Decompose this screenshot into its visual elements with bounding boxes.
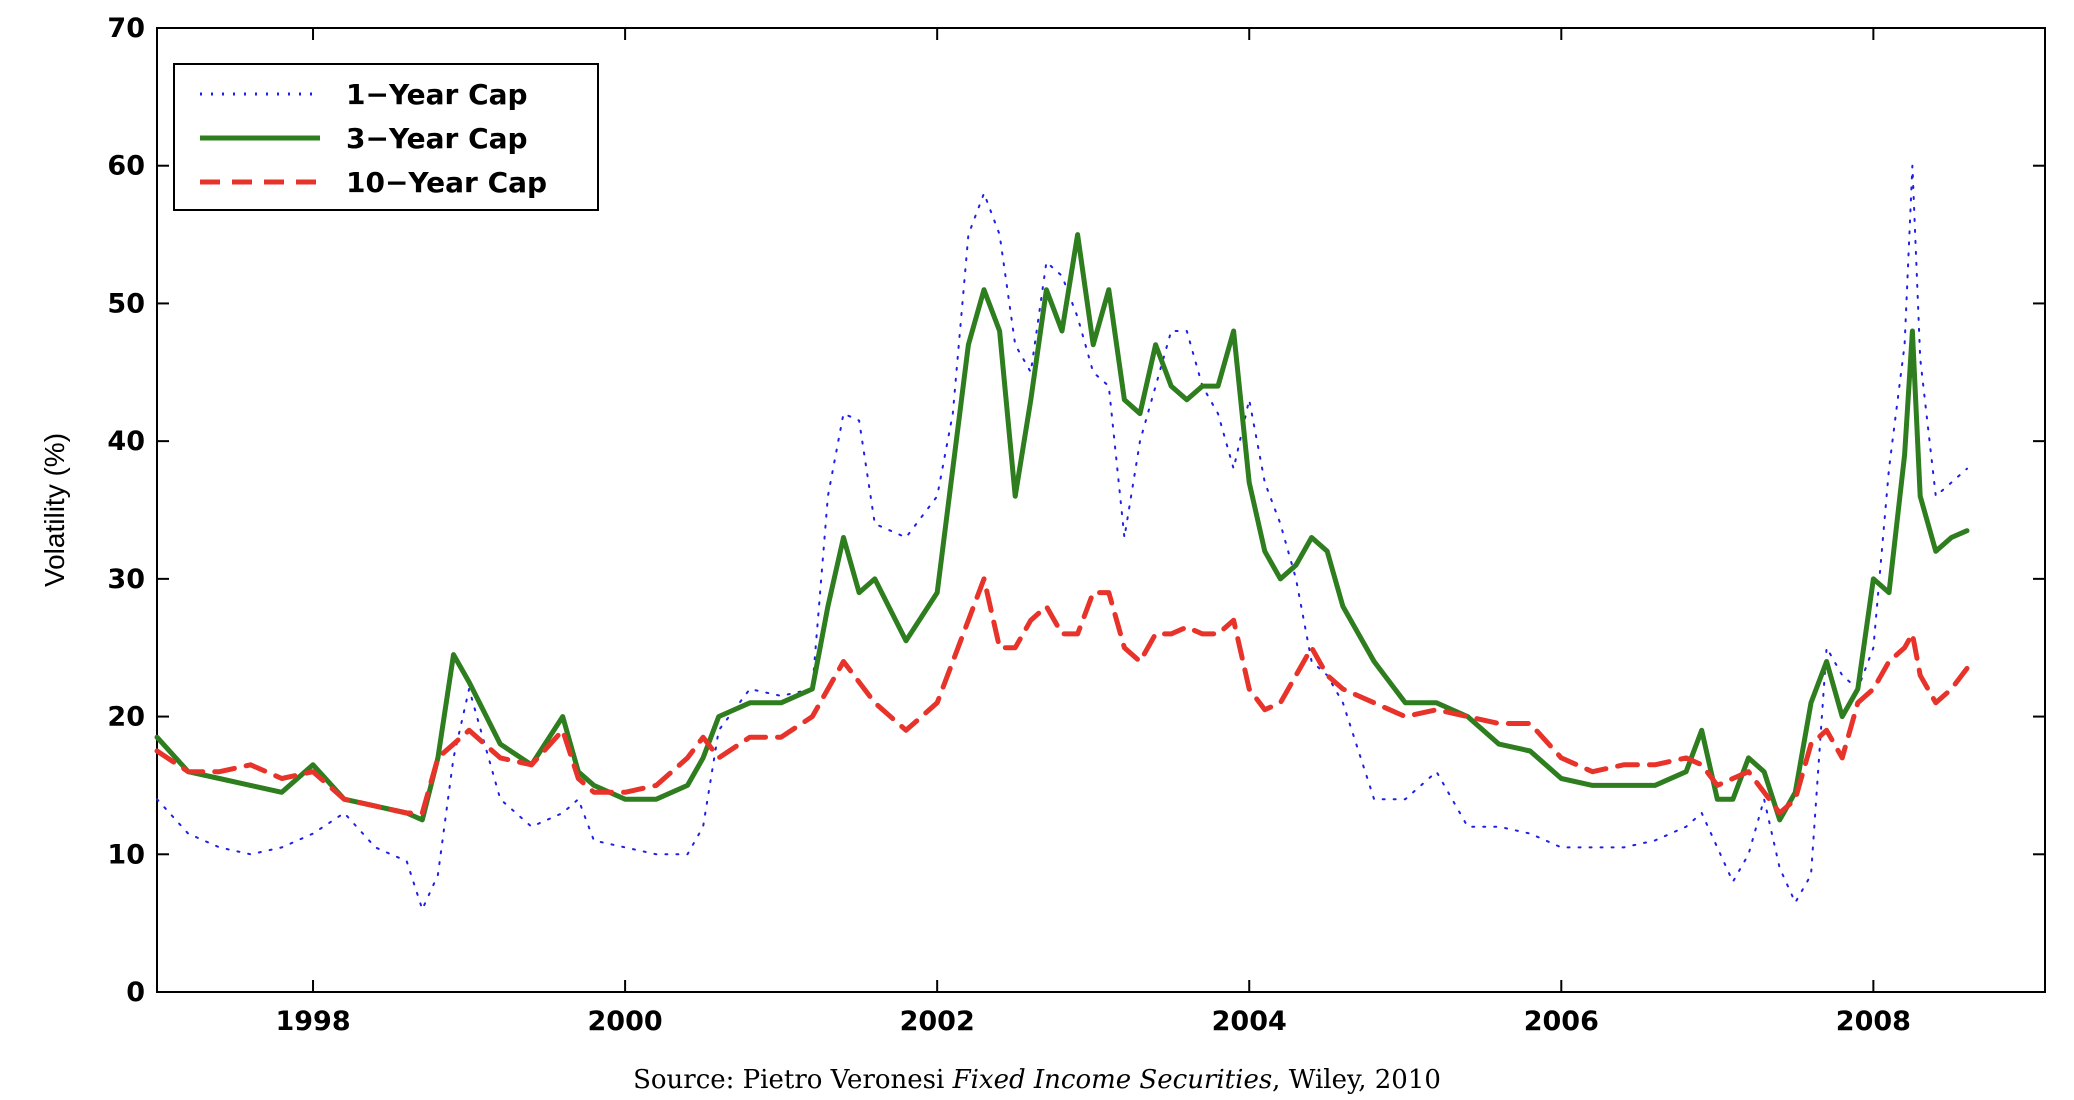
plot-frame: [156, 27, 2046, 993]
x-tick-label: 2006: [1524, 1006, 1599, 1037]
y-axis-label: Volatility (%): [39, 433, 70, 587]
series-layer: [154, 164, 1970, 911]
legend-label-3-year-cap: 3−Year Cap: [346, 122, 528, 155]
y-axis: 0 10 20 30 40 50 60 70: [107, 13, 2045, 1008]
source-book-title: Fixed Income Securities: [952, 1065, 1273, 1095]
y-tick-label: 20: [107, 702, 145, 733]
x-tick-label: 2002: [900, 1006, 975, 1037]
y-tick-label: 50: [107, 288, 145, 319]
y-tick-label: 70: [107, 13, 145, 44]
source-prefix: Source: Pietro Veronesi: [633, 1065, 953, 1095]
x-tick-label: 2004: [1212, 1006, 1287, 1037]
legend-label-10-year-cap: 10−Year Cap: [346, 166, 547, 199]
y-tick-label: 10: [107, 839, 145, 870]
series-line-3-year-cap: [154, 232, 1970, 823]
x-tick-label: 2008: [1836, 1006, 1911, 1037]
legend-label-1-year-cap: 1−Year Cap: [346, 78, 528, 111]
source-caption: Source: Pietro Veronesi Fixed Income Sec…: [633, 1065, 1441, 1095]
y-tick-label: 30: [107, 564, 145, 595]
x-tick-label: 2000: [588, 1006, 663, 1037]
legend: 1−Year Cap 3−Year Cap 10−Year Cap: [173, 63, 599, 211]
y-tick-label: 40: [107, 426, 145, 457]
y-tick-label: 60: [107, 151, 145, 182]
x-tick-label: 1998: [275, 1006, 350, 1037]
x-axis: 1998 2000 2002 2004 2006 2008: [275, 28, 1911, 1037]
y-tick-label: 0: [126, 977, 145, 1008]
source-suffix: , Wiley, 2010: [1272, 1065, 1441, 1095]
series-line-10-year-cap: [154, 576, 1970, 816]
